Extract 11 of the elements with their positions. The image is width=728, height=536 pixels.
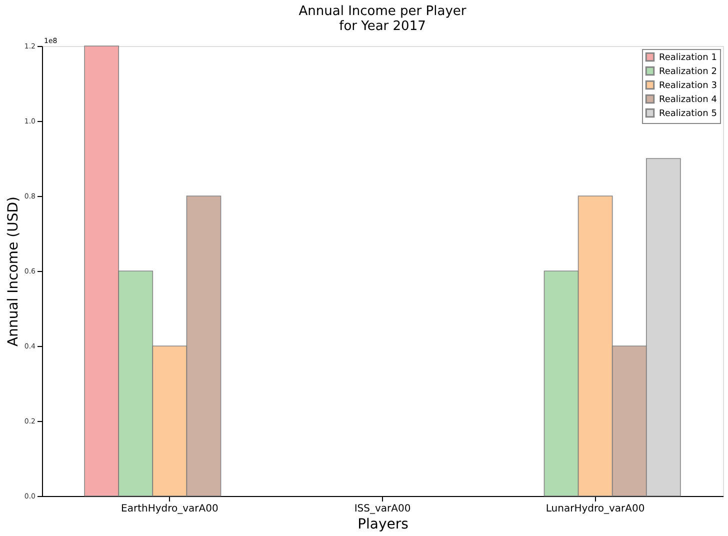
chart-title: Annual Income per Player for Year 2017 [298,4,467,34]
x-tick-label: EarthHydro_varA00 [121,504,218,514]
y-axis-title: Annual Income (USD) [5,196,22,346]
legend-label: Realization 5 [659,109,717,119]
x-tick-label: LunarHydro_varA00 [546,504,645,514]
legend-label: Realization 2 [659,67,717,77]
legend-label: Realization 4 [659,95,718,105]
legend-label: Realization 1 [659,53,717,63]
legend-label: Realization 3 [659,81,717,91]
x-tick-label: ISS_varA00 [354,504,411,514]
x-axis-title: Players [358,516,408,532]
